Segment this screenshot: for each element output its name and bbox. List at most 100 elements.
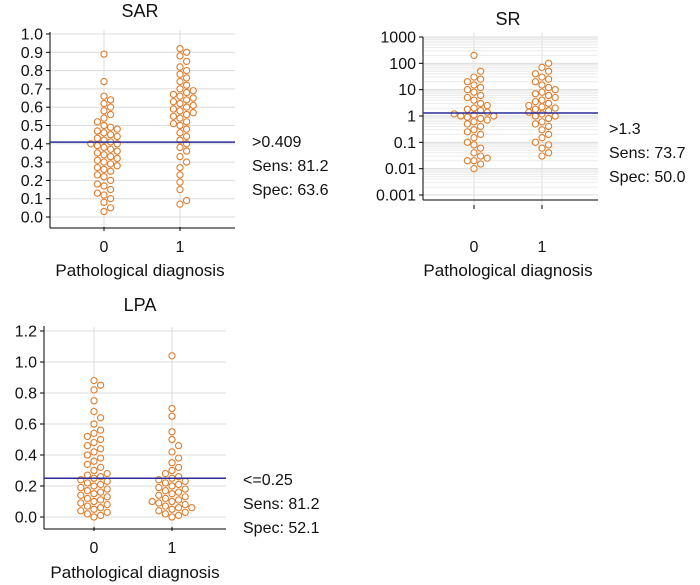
sar-point-group-1 [182, 196, 191, 205]
sar-point-group-0 [106, 145, 115, 153]
sr-point-group-1 [551, 104, 559, 112]
lpa-point-group-1 [155, 507, 163, 515]
sar-point-group-0 [93, 189, 102, 197]
sr-point-group-0 [463, 78, 472, 86]
lpa-y-tick-label: 1.0 [15, 355, 37, 372]
sr-point-group-1 [531, 120, 540, 128]
lpa-point-group-1 [168, 490, 176, 498]
sar-point-group-1 [182, 96, 191, 104]
lpa-point-group-0 [96, 504, 105, 512]
sr-point-group-1 [538, 88, 546, 96]
sr-y-tick-label: 10 [398, 82, 416, 99]
sr-cutoff-label: >1.3 [609, 121, 641, 138]
sr-point-group-0 [483, 108, 491, 116]
sr-point-group-0 [476, 122, 485, 131]
sar-y-tick-label: 0.7 [21, 81, 43, 98]
sr-point-group-0 [476, 67, 485, 75]
sr-point-group-1 [525, 108, 533, 116]
sar-point-group-0 [106, 160, 115, 168]
sar-point-group-1 [182, 74, 191, 82]
sr-point-group-0 [476, 83, 485, 92]
lpa-point-group-0 [96, 496, 105, 504]
lpa-point-group-1 [168, 482, 176, 490]
sar-point-group-1 [182, 125, 191, 133]
sar-point-group-1 [176, 163, 184, 172]
sar-y-tick-label: 0.8 [21, 63, 43, 80]
sr-point-group-0 [470, 73, 478, 81]
lpa-point-group-0 [96, 463, 105, 472]
lpa-point-group-0 [90, 397, 98, 405]
sr-x-tick-1: 1 [538, 239, 547, 256]
lpa-point-group-1 [161, 510, 170, 518]
sr-y-tick-label: 1000 [380, 30, 416, 47]
lpa-panel: LPA 0.0 0.2 0.4 0.6 0.8 1.0 1.2 0 1 Pathologic… [15, 295, 320, 582]
lpa-point-group-1 [174, 463, 183, 472]
sar-point-group-1 [176, 99, 184, 108]
sr-point-group-1 [531, 90, 540, 98]
sar-point-group-1 [182, 158, 191, 166]
sr-point-group-0 [470, 118, 478, 126]
sar-point-group-0 [100, 198, 108, 207]
lpa-point-group-1 [168, 404, 176, 413]
sr-point-group-0 [463, 120, 472, 128]
lpa-point-group-0 [90, 497, 98, 506]
sar-point-group-0 [106, 96, 115, 104]
sr-point-group-1 [544, 141, 553, 149]
sr-point-group-1 [544, 83, 553, 92]
sar-point-group-1 [176, 107, 184, 115]
sar-point-group-0 [93, 141, 102, 150]
sar-point-group-1 [176, 92, 184, 100]
sr-point-group-0 [450, 110, 458, 118]
sr-point-group-0 [476, 152, 485, 160]
sar-point-group-1 [189, 94, 197, 102]
sar-point-group-0 [93, 127, 102, 135]
sar-y-tick-label: 0.4 [21, 136, 43, 153]
lpa-point-group-1 [181, 500, 189, 509]
lpa-point-group-1 [174, 496, 183, 504]
lpa-point-group-0 [96, 454, 105, 462]
sar-point-group-1 [176, 77, 184, 86]
sr-point-group-0 [476, 114, 485, 123]
sar-point-group-1 [176, 63, 184, 71]
sr-point-group-1 [551, 93, 559, 102]
lpa-point-group-1 [168, 466, 176, 475]
sr-point-group-1 [538, 152, 546, 160]
sar-x-tick-0: 0 [100, 239, 109, 256]
sar-title: SAR [121, 1, 158, 21]
sr-point-group-0 [470, 165, 478, 173]
sar-point-group-0 [106, 103, 115, 111]
sr-point-group-0 [483, 116, 491, 124]
sar-cutoff-label: >0.409 [252, 134, 301, 151]
sr-point-group-0 [470, 157, 478, 165]
lpa-point-group-1 [168, 505, 176, 513]
sr-point-group-1 [544, 99, 553, 108]
lpa-title: LPA [124, 295, 157, 315]
sr-point-group-1 [551, 86, 559, 94]
lpa-specificity: Spec: 52.1 [243, 520, 320, 537]
lpa-point-group-0 [83, 510, 92, 518]
sr-point-group-0 [463, 157, 472, 165]
lpa-point-group-0 [90, 438, 98, 447]
lpa-point-group-1 [161, 494, 170, 503]
lpa-sensitivity: Sens: 81.2 [243, 496, 320, 513]
sar-point-group-1 [182, 81, 191, 89]
sar-point-group-0 [93, 171, 102, 179]
sr-point-group-1 [538, 110, 546, 118]
lpa-point-group-0 [90, 407, 98, 416]
lpa-point-group-0 [83, 486, 92, 495]
sr-point-group-0 [476, 160, 485, 168]
lpa-point-group-0 [96, 381, 105, 389]
sr-point-group-1 [531, 112, 540, 120]
sar-point-group-1 [176, 129, 184, 137]
sar-point-group-1 [169, 112, 178, 120]
sar-point-group-1 [182, 132, 191, 141]
sr-point-group-1 [544, 75, 553, 83]
sr-point-group-0 [470, 141, 478, 149]
sr-point-group-0 [463, 86, 472, 94]
lpa-point-group-0 [103, 508, 111, 516]
sar-point-group-0 [106, 152, 115, 161]
sar-point-group-0 [93, 180, 102, 188]
sr-point-group-1 [531, 78, 540, 86]
lpa-point-group-1 [155, 491, 163, 499]
